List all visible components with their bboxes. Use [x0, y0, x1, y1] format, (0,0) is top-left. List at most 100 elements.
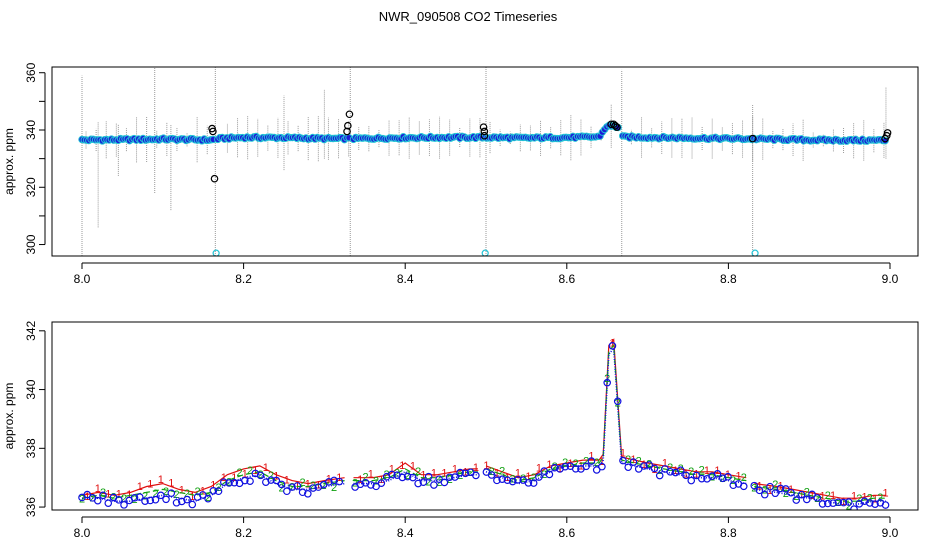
series-2-marker: 2: [772, 479, 778, 491]
series-3-marker: [571, 464, 580, 473]
series-line: [353, 470, 478, 485]
outlier-point: [344, 121, 352, 130]
series-3-marker: [592, 466, 601, 474]
series-3-marker: [377, 479, 386, 487]
series-2-marker: 2: [552, 461, 558, 473]
series-2-marker: 2: [163, 486, 169, 498]
series-3-marker: [582, 462, 590, 471]
series-3-marker: [608, 342, 617, 350]
series-2-marker: 2: [268, 470, 274, 482]
outlier-point: [209, 127, 217, 136]
series-3-marker: [398, 473, 407, 482]
series-1-marker: 1: [137, 481, 143, 493]
series-1-marker: 1: [693, 468, 699, 480]
series-3-marker: [729, 481, 738, 490]
series-1-marker: 1: [221, 472, 227, 484]
series-1-marker: 1: [158, 474, 164, 486]
series-2-marker: 2: [615, 398, 621, 410]
series-3-marker: [388, 470, 396, 479]
series-3-marker: [676, 466, 685, 475]
x-tick-label: 8.4: [397, 272, 414, 286]
series-3-marker: [172, 498, 181, 507]
outlier-point: [479, 123, 488, 131]
series-2-marker: 2: [783, 488, 789, 500]
series-3-marker: [682, 471, 690, 480]
series-2-marker: 2: [573, 458, 579, 470]
series-1-marker: 1: [840, 496, 846, 508]
series-1-marker: 1: [399, 460, 405, 472]
x-tick-label: 8.2: [235, 526, 252, 540]
series-line: [754, 488, 886, 505]
series-2-marker: 2: [510, 473, 516, 485]
series-3-marker: [781, 485, 790, 493]
series-3-marker: [718, 474, 727, 483]
series-2-marker: 2: [541, 469, 547, 481]
series-2-marker: 2: [363, 471, 369, 483]
series-3-marker: [220, 478, 228, 486]
series-3-marker: [272, 476, 281, 485]
series-2-marker: 2: [426, 477, 432, 489]
series-3-marker: [430, 481, 438, 489]
series-1-marker: 1: [242, 468, 248, 480]
x-tick-label: 8.6: [558, 526, 575, 540]
y-tick-label: 320: [24, 177, 38, 197]
series-2-marker: 2: [331, 482, 337, 494]
series-3-marker: [141, 497, 149, 505]
series-1-marker: 1: [641, 459, 647, 471]
series-3-marker: [776, 484, 785, 493]
series-1-marker: 1: [546, 459, 552, 471]
series-1-marker: 1: [326, 473, 332, 485]
series-3-marker: [445, 473, 454, 482]
series-line: [485, 343, 747, 482]
series-2-marker: 2: [79, 493, 85, 505]
series-3-marker: [198, 491, 207, 499]
series-1-marker: 1: [116, 489, 122, 501]
series-line: [82, 473, 345, 503]
series-3-marker: [629, 458, 638, 466]
series-2-marker: 2: [300, 477, 306, 489]
series-1-marker: 1: [830, 490, 836, 502]
series-3-marker: [151, 495, 160, 504]
series-3-marker: [508, 477, 517, 486]
series-1-marker: 1: [410, 460, 416, 472]
series-2-marker: 2: [825, 490, 831, 502]
series-3-marker: [713, 470, 722, 478]
series-3-marker: [130, 494, 139, 502]
series-3-marker: [309, 484, 317, 492]
series-2-marker: 2: [121, 493, 127, 505]
series-1-marker: 1: [620, 447, 626, 459]
outlier-point: [210, 174, 219, 183]
series-2-marker: 2: [583, 455, 589, 467]
x-tick-label: 9.0: [882, 526, 899, 540]
plot-body: [78, 67, 892, 256]
series-3-marker: [540, 467, 548, 475]
low-point: [212, 249, 220, 256]
x-tick-label: 8.0: [74, 272, 91, 286]
y-tick-label: 338: [24, 438, 38, 458]
series-2-marker: 2: [720, 473, 726, 485]
series-1-marker: 1: [284, 474, 290, 486]
series-3-marker: [93, 496, 102, 505]
series-3-marker: [104, 499, 113, 507]
series-3-marker: [655, 471, 664, 480]
series-3-marker: [503, 476, 512, 484]
series-1-marker: 1: [515, 468, 521, 480]
series-2-marker: 2: [279, 482, 285, 494]
series-3-marker: [545, 470, 554, 479]
x-tick-label: 8.8: [720, 272, 737, 286]
series-3-marker: [424, 472, 433, 481]
series-3-marker: [839, 498, 848, 507]
series-3-marker: [419, 478, 428, 486]
series-line: [81, 471, 345, 499]
series-2-marker: 2: [405, 470, 411, 482]
series-3-marker: [645, 461, 654, 469]
series-2-marker: 2: [877, 492, 883, 504]
series-2-marker: 2: [384, 469, 390, 481]
x-tick-label: 8.2: [235, 272, 252, 286]
series-3-marker: [797, 490, 806, 499]
series-1-marker: 1: [452, 464, 458, 476]
series-1-marker: 1: [851, 490, 857, 502]
series-1-marker: 1: [473, 462, 479, 474]
series-line: [754, 485, 886, 502]
series-3-marker: [162, 495, 170, 504]
